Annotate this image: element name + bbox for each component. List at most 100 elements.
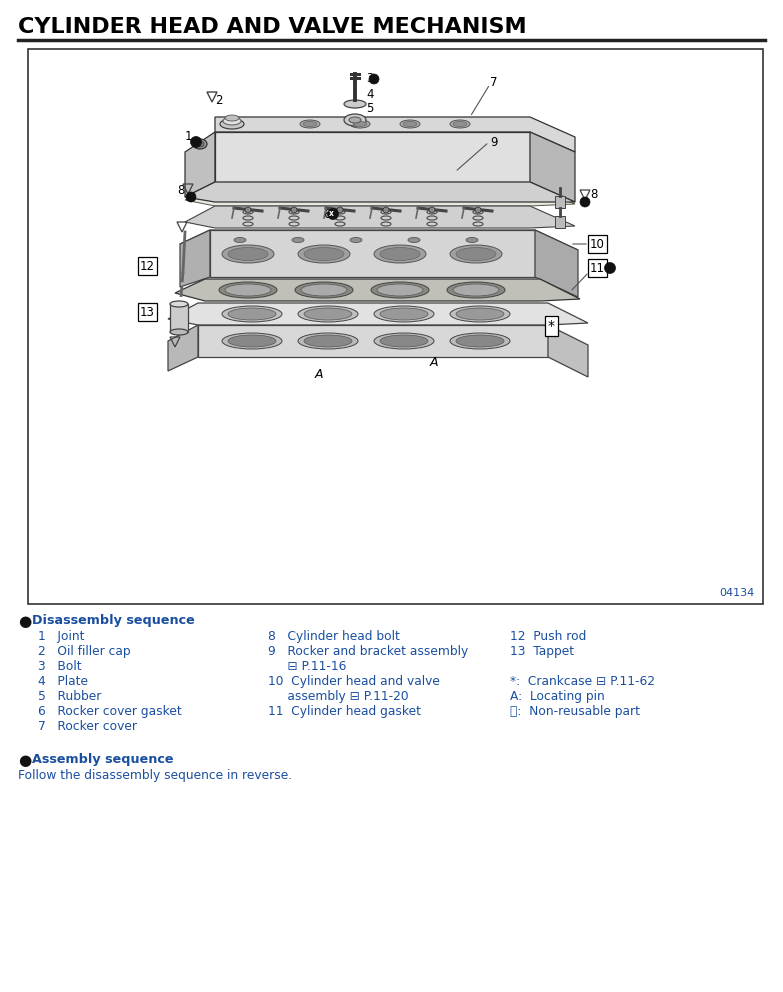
Text: Follow the disassembly sequence in reverse.: Follow the disassembly sequence in rever…	[18, 769, 292, 782]
Ellipse shape	[196, 141, 204, 147]
Polygon shape	[215, 117, 575, 152]
Ellipse shape	[301, 284, 347, 296]
Text: 3   Bolt: 3 Bolt	[38, 660, 81, 673]
Text: Assembly sequence: Assembly sequence	[32, 753, 174, 766]
Ellipse shape	[450, 306, 510, 322]
Circle shape	[327, 208, 338, 219]
Ellipse shape	[304, 247, 344, 261]
Text: 5   Rubber: 5 Rubber	[38, 690, 101, 703]
Circle shape	[190, 137, 201, 148]
Text: 7: 7	[490, 75, 497, 88]
Ellipse shape	[450, 333, 510, 349]
Text: 2   Oil filler cap: 2 Oil filler cap	[38, 645, 131, 658]
Text: 9: 9	[490, 136, 497, 149]
Ellipse shape	[371, 282, 429, 298]
Ellipse shape	[304, 308, 352, 320]
Ellipse shape	[380, 247, 420, 261]
Polygon shape	[215, 132, 530, 182]
Ellipse shape	[453, 121, 467, 127]
Text: 4: 4	[366, 87, 373, 100]
Text: ●: ●	[18, 614, 31, 629]
Ellipse shape	[453, 284, 499, 296]
Text: 13  Tappet: 13 Tappet	[510, 645, 574, 658]
Ellipse shape	[223, 117, 241, 125]
Text: assembly ⊟ P.11-20: assembly ⊟ P.11-20	[268, 690, 409, 703]
Ellipse shape	[295, 282, 353, 298]
Ellipse shape	[234, 237, 246, 242]
Polygon shape	[185, 182, 575, 202]
Circle shape	[291, 207, 297, 213]
Ellipse shape	[170, 329, 188, 335]
Ellipse shape	[374, 245, 426, 263]
Circle shape	[580, 197, 590, 207]
Circle shape	[475, 207, 481, 213]
Text: 11: 11	[590, 262, 605, 275]
Polygon shape	[555, 216, 565, 228]
Ellipse shape	[298, 333, 358, 349]
Circle shape	[383, 207, 389, 213]
Ellipse shape	[350, 237, 362, 242]
Ellipse shape	[228, 308, 276, 320]
Ellipse shape	[380, 308, 428, 320]
Polygon shape	[168, 325, 198, 371]
Text: 6: 6	[323, 207, 330, 220]
Ellipse shape	[344, 100, 366, 108]
Text: 9   Rocker and bracket assembly: 9 Rocker and bracket assembly	[268, 645, 468, 658]
Circle shape	[369, 74, 379, 84]
Ellipse shape	[374, 306, 434, 322]
Ellipse shape	[349, 117, 361, 123]
Ellipse shape	[298, 306, 358, 322]
Text: *:  Crankcase ⊟ P.11-62: *: Crankcase ⊟ P.11-62	[510, 675, 655, 688]
Text: 04134: 04134	[720, 588, 755, 598]
Text: 1   Joint: 1 Joint	[38, 630, 85, 643]
Text: 7   Rocker cover: 7 Rocker cover	[38, 720, 137, 733]
Polygon shape	[535, 230, 578, 297]
Text: CYLINDER HEAD AND VALVE MECHANISM: CYLINDER HEAD AND VALVE MECHANISM	[18, 17, 527, 37]
Ellipse shape	[456, 308, 504, 320]
Circle shape	[604, 263, 615, 274]
Text: *: *	[548, 319, 555, 333]
Ellipse shape	[222, 306, 282, 322]
Circle shape	[429, 207, 435, 213]
Polygon shape	[530, 132, 575, 202]
Ellipse shape	[466, 237, 478, 242]
Ellipse shape	[350, 120, 370, 128]
Ellipse shape	[344, 114, 366, 126]
Ellipse shape	[447, 282, 505, 298]
Ellipse shape	[220, 119, 244, 129]
Polygon shape	[198, 325, 548, 357]
Text: 12  Push rod: 12 Push rod	[510, 630, 586, 643]
Text: 1: 1	[185, 130, 192, 143]
Polygon shape	[210, 230, 535, 277]
Text: 13: 13	[140, 306, 155, 318]
Polygon shape	[168, 303, 588, 325]
Ellipse shape	[228, 335, 276, 347]
Polygon shape	[555, 196, 565, 208]
Circle shape	[245, 207, 251, 213]
Text: ⒪:  Non-reusable part: ⒪: Non-reusable part	[510, 705, 640, 718]
Text: 6   Rocker cover gasket: 6 Rocker cover gasket	[38, 705, 182, 718]
Ellipse shape	[304, 335, 352, 347]
Text: 10  Cylinder head and valve: 10 Cylinder head and valve	[268, 675, 440, 688]
Polygon shape	[185, 184, 575, 206]
Text: 5: 5	[366, 101, 373, 114]
Bar	[28, 49, 763, 604]
Text: A: A	[315, 367, 323, 381]
Ellipse shape	[377, 284, 423, 296]
Ellipse shape	[408, 237, 420, 242]
Text: 2: 2	[215, 93, 222, 106]
Text: 3: 3	[366, 72, 373, 85]
Ellipse shape	[400, 120, 420, 128]
Ellipse shape	[403, 121, 417, 127]
Polygon shape	[548, 325, 588, 377]
Text: ⊟ P.11-16: ⊟ P.11-16	[268, 660, 346, 673]
Ellipse shape	[225, 284, 271, 296]
Text: ●: ●	[18, 753, 31, 768]
Polygon shape	[180, 230, 578, 252]
Ellipse shape	[380, 335, 428, 347]
Ellipse shape	[222, 245, 274, 263]
Ellipse shape	[228, 247, 268, 261]
Ellipse shape	[374, 333, 434, 349]
Ellipse shape	[292, 237, 304, 242]
Ellipse shape	[193, 139, 207, 149]
